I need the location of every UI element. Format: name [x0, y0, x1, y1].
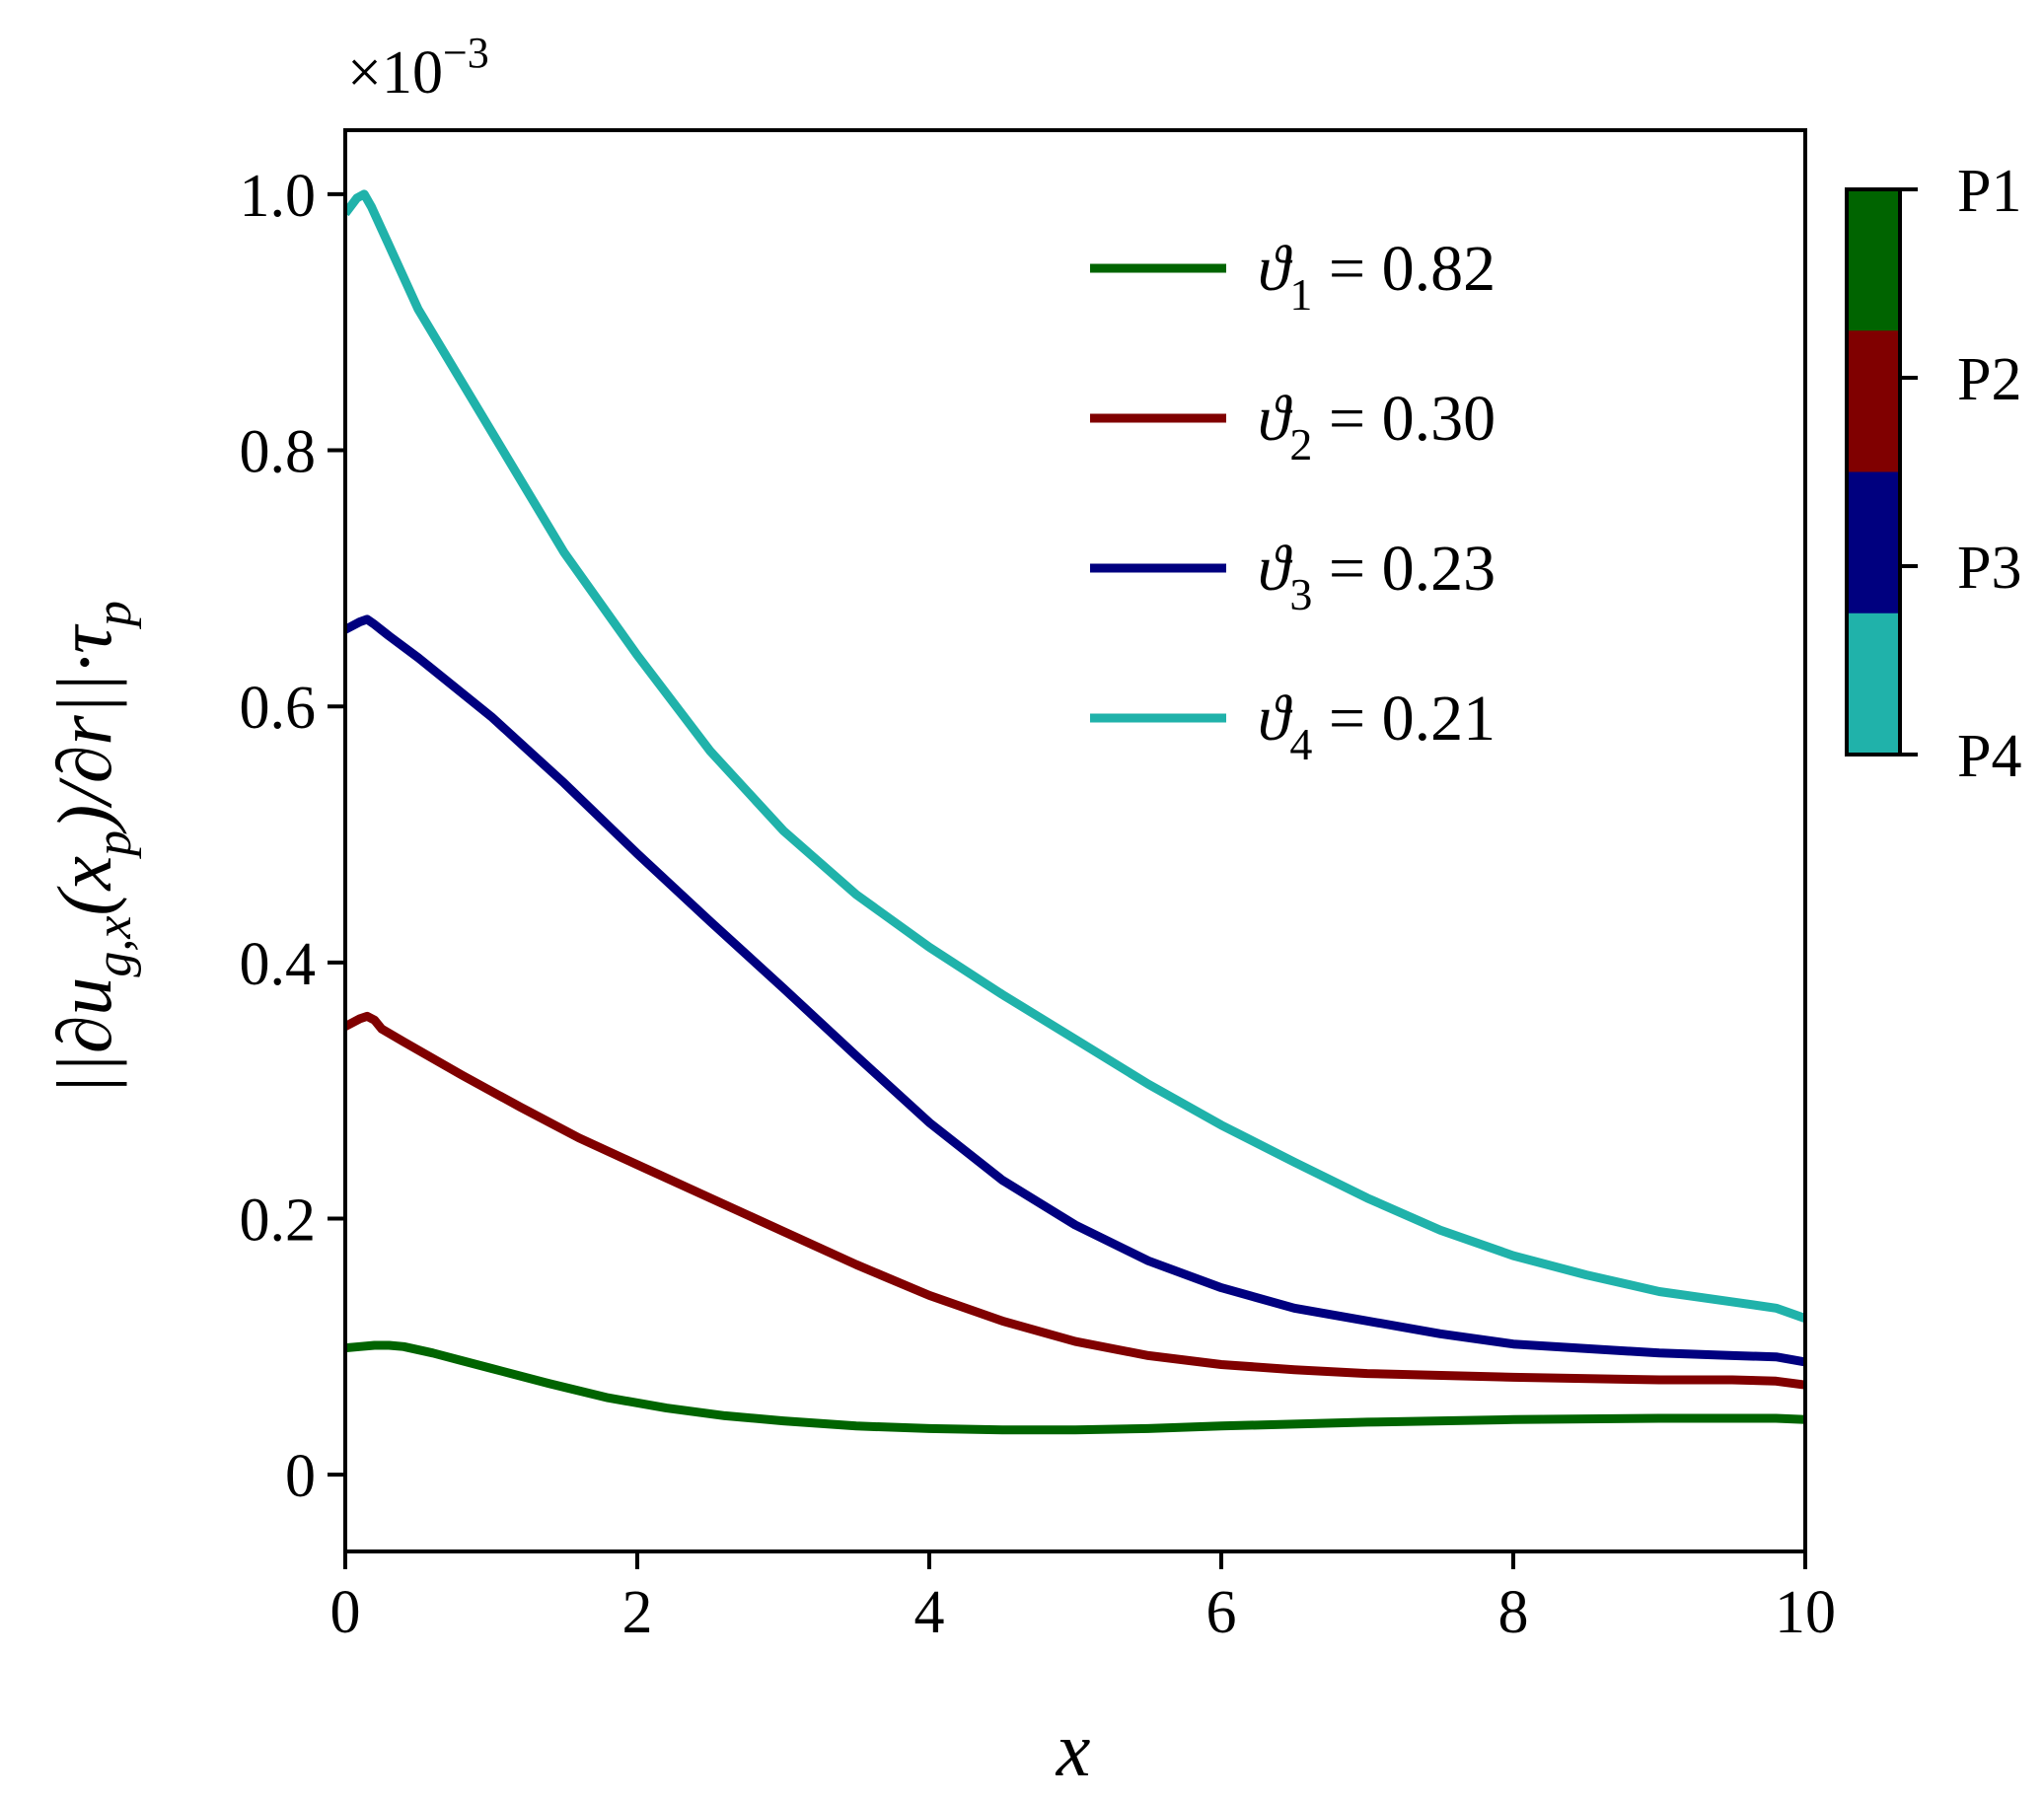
colorbar-label: P2 [1957, 346, 2021, 413]
y-axis-multiplier: ×10−3 [347, 29, 489, 107]
legend-entry-2: ϑ2 = 0.30 [1090, 383, 1496, 469]
y-tick-label: 0.2 [240, 1187, 317, 1254]
series-line-4 [345, 189, 1805, 1323]
legend-label: ϑ1 = 0.82 [1258, 233, 1496, 320]
colorbar-label: P4 [1957, 723, 2021, 790]
x-tick-label: 0 [330, 1579, 361, 1646]
colorbar-segment-1 [1847, 189, 1900, 331]
y-tick-label: 1.0 [240, 163, 317, 230]
colorbar: P1 P2 P3 P4 [1845, 158, 2021, 790]
legend-label: ϑ4 = 0.21 [1258, 683, 1496, 769]
x-axis: 0 2 4 6 8 10 [330, 1551, 1836, 1646]
x-axis-label: x [1056, 1706, 1091, 1792]
x-tick-label: 10 [1775, 1579, 1836, 1646]
colorbar-label: P1 [1957, 158, 2021, 225]
x-tick-label: 6 [1206, 1579, 1237, 1646]
series-line-1 [345, 1340, 1805, 1435]
y-tick-label: 0.4 [240, 931, 317, 998]
legend-label: ϑ2 = 0.30 [1258, 383, 1496, 469]
x-tick-label: 2 [622, 1579, 653, 1646]
plot-frame [343, 128, 1807, 1553]
svg-text:||∂ug,x(xp)/∂r||·τp: ||∂ug,x(xp)/∂r||·τp [41, 601, 142, 1096]
colorbar-label: P3 [1957, 535, 2021, 602]
legend: ϑ1 = 0.82 ϑ2 = 0.30 ϑ3 = 0.23 ϑ4 = 0.21 [1090, 233, 1496, 769]
colorbar-segment-2 [1847, 330, 1900, 472]
y-axis-label: ||∂ug,x(xp)/∂r||·τp [41, 601, 142, 1096]
x-tick-label: 8 [1498, 1579, 1529, 1646]
legend-entry-1: ϑ1 = 0.82 [1090, 233, 1496, 320]
legend-entry-4: ϑ4 = 0.21 [1090, 683, 1496, 769]
colorbar-segment-3 [1847, 471, 1900, 614]
colorbar-frame [1845, 187, 1902, 756]
y-tick-label: 0 [285, 1443, 316, 1510]
y-tick-label: 0.8 [240, 419, 317, 486]
series-line-3 [345, 614, 1805, 1367]
colorbar-segment-4 [1847, 612, 1900, 756]
series-line-2 [345, 1011, 1805, 1390]
series-layer [345, 189, 1805, 1435]
legend-label: ϑ3 = 0.23 [1258, 533, 1496, 619]
x-tick-label: 4 [914, 1579, 945, 1646]
legend-entry-3: ϑ3 = 0.23 [1090, 533, 1496, 619]
y-axis: 0 0.2 0.4 0.6 0.8 1.0 [240, 163, 345, 1510]
y-tick-label: 0.6 [240, 675, 317, 742]
